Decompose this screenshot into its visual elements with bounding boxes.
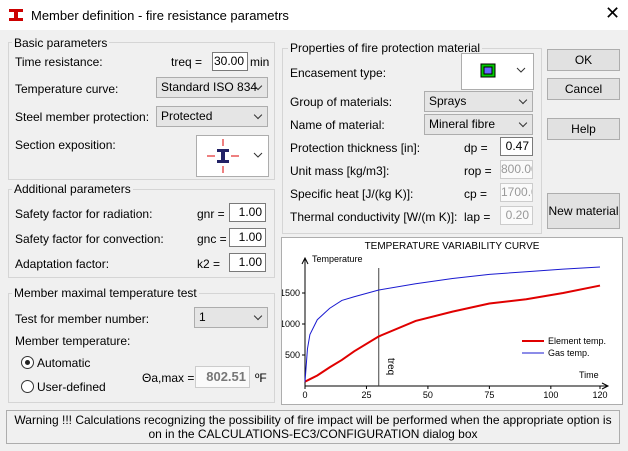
label: rop = [464,164,492,178]
warning-message: Warning !!! Calculations recognizing the… [6,410,620,444]
text-input[interactable]: 1.00 [229,253,266,272]
legend-label: Element temp. [548,336,606,346]
text-input[interactable]: 1.00 [229,203,266,222]
label: Test for member number: [15,312,150,326]
label: Θa,max = [142,371,195,385]
close-button[interactable]: ✕ [605,3,621,23]
title-bar [0,0,628,30]
treq-label: treq [385,358,396,375]
unit: min [250,55,270,69]
y-axis-label: Temperature [312,254,363,264]
label: Name of material: [290,118,385,132]
radio-selected[interactable] [21,356,34,369]
series-line [304,266,601,382]
x-tick-label: 75 [484,390,494,400]
label: Adaptation factor: [15,257,110,271]
label: Temperature curve: [15,82,119,96]
label: gnr = [197,207,225,221]
label: dp = [464,141,488,155]
radio-label: Automatic [37,356,91,370]
label: Safety factor for radiation: [15,207,153,221]
x-tick-label: 0 [302,390,307,400]
label: Protection thickness [in]: [290,141,421,155]
text-input[interactable]: 1.00 [229,228,266,247]
encasement-icon [480,63,526,78]
dropdown[interactable]: Protected [156,106,268,127]
unit: ºF [255,371,267,385]
label: Member temperature: [15,334,131,348]
y-axis [301,256,309,386]
encasement-picker[interactable] [461,53,534,90]
dropdown[interactable]: Sprays [424,91,533,112]
y-tick-label: 1500 [281,288,300,298]
help-button[interactable]: Help [547,118,620,140]
cancel-button[interactable]: Cancel [547,78,620,100]
dropdown[interactable]: Standard ISO 834 [156,77,268,98]
new-material-button[interactable]: New material [547,193,620,229]
y-tick-label: 1000 [281,319,300,329]
label: Thermal conductivity [W/(m K)]: [290,210,458,224]
group-title: Member maximal temperature test [12,286,199,300]
legend-label: Gas temp. [548,348,590,358]
text-input: 802.51 [195,366,250,388]
label: cp = [464,187,488,201]
section-icon [207,139,239,173]
label: Group of materials: [290,95,393,109]
text-input[interactable]: 0.47 [500,137,533,156]
group-title: Properties of fire protection material [288,41,483,55]
window-title: Member definition - fire resistance para… [31,8,289,23]
group-box [8,189,275,278]
series-line [304,284,601,383]
x-tick-label: 25 [361,390,371,400]
group-title: Additional parameters [12,182,133,196]
radio-label: User-defined [37,380,106,394]
label: gnc = [197,232,227,246]
label: Specific heat [J/(kg K)]: [290,187,414,201]
label: Section exposition: [15,138,116,152]
label: Steel member protection: [15,110,150,124]
ok-button[interactable]: OK [547,49,620,71]
label: Encasement type: [290,66,387,80]
app-icon [9,9,23,21]
chevron [253,152,263,158]
chart-title: TEMPERATURE VARIABILITY CURVE [365,241,540,252]
x-tick-label: 50 [423,390,433,400]
section-picker[interactable] [196,135,269,177]
label: k2 = [197,257,221,271]
chart: TEMPERATURE VARIABILITY CURVE Temperatur… [281,237,623,405]
y-tick-label: 500 [285,350,300,360]
label: lap = [464,210,491,224]
x-tick-label: 100 [543,390,558,400]
group-title: Basic parameters [12,36,110,50]
label: treq = [171,55,203,69]
x-axis-label: Time [579,370,599,380]
x-axis [305,382,610,390]
label: Unit mass [kg/m3]: [290,164,390,178]
dropdown[interactable]: Mineral fibre [424,114,533,135]
text-input: 0.20 [500,206,533,225]
radio[interactable] [21,380,34,393]
text-input[interactable]: 30.00 [212,52,248,71]
label: Time resistance: [15,55,103,69]
text-input: 800.00 [500,160,533,179]
dropdown[interactable]: 1 [194,307,268,328]
label: Safety factor for convection: [15,232,164,246]
text-input: 1700.0 [500,183,533,202]
x-tick-label: 120 [592,390,607,400]
group-box [8,42,275,180]
